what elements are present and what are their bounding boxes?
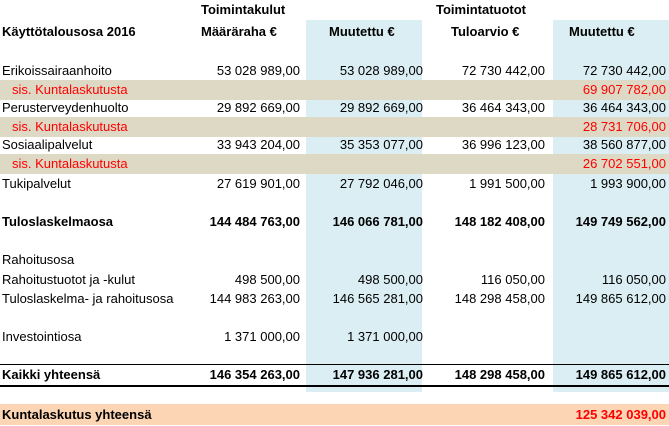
header-col-muutettu-costs: Muutettu € [329, 24, 395, 39]
kuntalaskutus-total-value: 125 342 039,00 [575, 407, 666, 422]
header-col-maararaha: Määräraha € [201, 24, 277, 39]
cell-tuloarvio: 116 050,00 [480, 272, 545, 287]
header-group-income: Toimintatuotot [436, 2, 527, 17]
cell-maararaha: 1 371 000,00 [224, 329, 300, 344]
row-tukipalvelut: Tukipalvelut 27 619 901,00 27 792 046,00… [0, 174, 669, 194]
cell-muutettu-costs: 27 792 046,00 [339, 176, 423, 191]
cell-muutettu-income: 1 993 900,00 [590, 176, 666, 191]
row-perusterveydenhuolto: Perusterveydenhuolto 29 892 669,00 29 89… [0, 98, 669, 118]
kuntalaskutus-total-label: Kuntalaskutus yhteensä [2, 407, 152, 422]
cell-muutettu-income: 72 730 442,00 [582, 63, 666, 78]
total-bottom-rule [0, 385, 669, 387]
row-label: Sosiaalipalvelut [2, 137, 93, 152]
row-label: Tukipalvelut [2, 176, 71, 191]
cell-maararaha: 29 892 669,00 [216, 100, 300, 115]
row-tuloslaskelmaosa: Tuloslaskelmaosa 144 484 763,00 146 066 … [0, 212, 669, 232]
cell-muutettu-income: 149 865 612,00 [575, 291, 666, 306]
cell-tuloarvio: 148 298 458,00 [454, 367, 545, 382]
cell-tuloarvio: 1 991 500,00 [469, 176, 545, 191]
total-top-rule [0, 364, 669, 365]
row-rahoitustuotot: Rahoitustuotot ja -kulut 498 500,00 498 … [0, 270, 669, 290]
row-label: Tuloslaskelmaosa [2, 214, 114, 229]
cell-maararaha: 53 028 989,00 [216, 63, 300, 78]
row-sosiaalipalvelut-kuntalaskutus: sis. Kuntalaskutusta 26 702 551,00 [0, 154, 669, 174]
cell-maararaha: 27 619 901,00 [216, 176, 300, 191]
cell-muutettu-income: 149 865 612,00 [575, 367, 666, 382]
row-label: Investointiosa [2, 329, 82, 344]
cell-muutettu-costs: 1 371 000,00 [347, 329, 423, 344]
row-label: Perusterveydenhuolto [2, 100, 129, 115]
cell-muutettu-costs: 146 565 281,00 [332, 291, 423, 306]
cell-muutettu-costs: 35 353 077,00 [339, 137, 423, 152]
row-label: sis. Kuntalaskutusta [12, 156, 128, 171]
row-erikoissairaanhoito: Erikoissairaanhoito 53 028 989,00 53 028… [0, 61, 669, 81]
cell-tuloarvio: 36 464 343,00 [461, 100, 545, 115]
cell-muutettu-costs: 53 028 989,00 [339, 63, 423, 78]
row-erikoissairaanhoito-kuntalaskutus: sis. Kuntalaskutusta 69 907 782,00 [0, 80, 669, 100]
row-label: Rahoitusosa [2, 252, 75, 267]
row-label: Rahoitustuotot ja -kulut [2, 272, 135, 287]
row-label: Kaikki yhteensä [2, 367, 101, 382]
cell-muutettu-income: 69 907 782,00 [582, 82, 666, 97]
row-perusterveydenhuolto-kuntalaskutus: sis. Kuntalaskutusta 28 731 706,00 [0, 117, 669, 137]
header-col-tuloarvio: Tuloarvio € [451, 24, 520, 39]
cell-tuloarvio: 148 182 408,00 [454, 214, 545, 229]
cell-maararaha: 498 500,00 [234, 272, 300, 287]
cell-muutettu-costs: 147 936 281,00 [332, 367, 423, 382]
cell-muutettu-income: 116 050,00 [601, 272, 666, 287]
row-investointiosa: Investointiosa 1 371 000,00 1 371 000,00 [0, 327, 669, 347]
row-label: Erikoissairaanhoito [2, 63, 112, 78]
cell-muutettu-income: 28 731 706,00 [582, 119, 666, 134]
cell-tuloarvio: 148 298 458,00 [454, 291, 545, 306]
row-label: sis. Kuntalaskutusta [12, 119, 128, 134]
row-tuloslaskelma-rahoitusosa: Tuloslaskelma- ja rahoitusosa 144 983 26… [0, 289, 669, 309]
cell-maararaha: 144 484 763,00 [209, 214, 300, 229]
row-kaikki-yhteensa: Kaikki yhteensä 146 354 263,00 147 936 2… [0, 365, 669, 385]
cell-maararaha: 146 354 263,00 [209, 367, 300, 382]
cell-muutettu-costs: 146 066 781,00 [332, 214, 423, 229]
header-title: Käyttötalousosa 2016 [2, 24, 136, 39]
row-rahoitusosa: Rahoitusosa [0, 250, 669, 270]
cell-maararaha: 144 983 263,00 [209, 291, 300, 306]
cell-tuloarvio: 72 730 442,00 [461, 63, 545, 78]
cell-maararaha: 33 943 204,00 [216, 137, 300, 152]
kuntalaskutus-total-band: Kuntalaskutus yhteensä 125 342 039,00 [0, 404, 669, 425]
row-label: sis. Kuntalaskutusta [12, 82, 128, 97]
cell-muutettu-costs: 498 500,00 [357, 272, 423, 287]
header-group-costs: Toimintakulut [201, 2, 286, 17]
header-col-muutettu-income: Muutettu € [569, 24, 635, 39]
cell-tuloarvio: 36 996 123,00 [461, 137, 545, 152]
cell-muutettu-income: 26 702 551,00 [582, 156, 666, 171]
cell-muutettu-income: 38 560 877,00 [582, 137, 666, 152]
cell-muutettu-costs: 29 892 669,00 [339, 100, 423, 115]
cell-muutettu-income: 36 464 343,00 [582, 100, 666, 115]
row-label: Tuloslaskelma- ja rahoitusosa [2, 291, 174, 306]
cell-muutettu-income: 149 749 562,00 [575, 214, 666, 229]
row-sosiaalipalvelut: Sosiaalipalvelut 33 943 204,00 35 353 07… [0, 135, 669, 155]
